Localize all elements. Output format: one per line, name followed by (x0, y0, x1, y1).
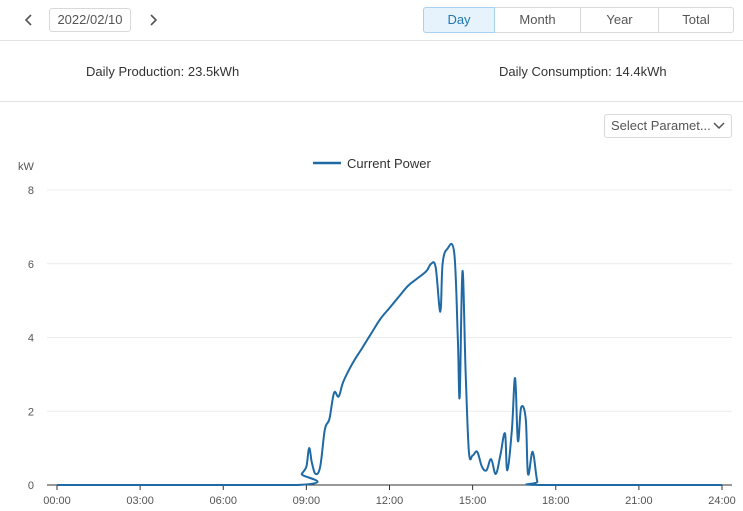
tab-month[interactable]: Month (494, 7, 581, 33)
x-tick-label: 21:00 (625, 495, 653, 507)
power-chart: kW Current Power 0 2 4 6 8 00:00 03:00 06:00 09… (18, 156, 736, 507)
parameter-select-label: Select Paramet... (611, 118, 711, 133)
x-tick-label: 00:00 (43, 495, 71, 507)
daily-production: Daily Production: 23.5kWh (86, 64, 240, 79)
chart-legend[interactable]: Current Power (313, 156, 431, 171)
y-tick-label: 8 (28, 185, 34, 197)
x-tick-label: 03:00 (126, 495, 154, 507)
y-axis-ticks: 0 2 4 6 8 (28, 185, 34, 492)
chart-grid (47, 189, 732, 412)
tab-day[interactable]: Day (423, 7, 495, 33)
y-axis-label: kW (18, 161, 35, 173)
y-tick-label: 2 (28, 406, 34, 418)
chevron-down-icon (713, 122, 725, 130)
legend-label: Current Power (347, 156, 431, 171)
next-date-button[interactable] (143, 9, 163, 31)
daily-summary: Daily Production: 23.5kWh Daily Consumpt… (0, 41, 743, 102)
x-tick-label: 15:00 (459, 495, 487, 507)
y-tick-label: 0 (28, 480, 34, 492)
parameter-select[interactable]: Select Paramet... (604, 114, 732, 138)
x-tick-label: 09:00 (293, 495, 321, 507)
date-picker[interactable]: 2022/02/10 (49, 8, 131, 32)
x-axis: 00:00 03:00 06:00 09:00 12:00 15:00 18:00 21:00… (43, 484, 736, 507)
y-tick-label: 6 (28, 259, 34, 271)
x-tick-label: 18:00 (542, 495, 570, 507)
chevron-left-icon (24, 14, 32, 26)
x-tick-label: 06:00 (209, 495, 237, 507)
daily-consumption: Daily Consumption: 14.4kWh (499, 64, 667, 79)
y-tick-label: 4 (28, 333, 34, 345)
period-selector: Day Month Year Total (423, 7, 734, 33)
x-tick-label: 12:00 (376, 495, 404, 507)
tab-total[interactable]: Total (658, 7, 734, 33)
x-tick-label: 24:00 (708, 495, 736, 507)
toolbar: 2022/02/10 Day Month Year Total (0, 0, 743, 41)
previous-date-button[interactable] (19, 9, 39, 31)
tab-year[interactable]: Year (580, 7, 659, 33)
chevron-right-icon (150, 14, 158, 26)
series-line-current-power (57, 243, 722, 487)
